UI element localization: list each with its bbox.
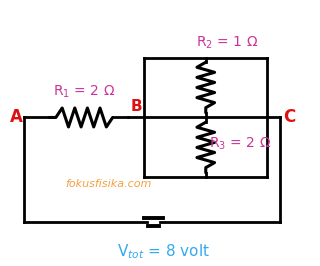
Text: R$_1$ = 2 Ω: R$_1$ = 2 Ω: [53, 84, 115, 100]
Text: A: A: [10, 109, 23, 126]
Text: fokusfisika.com: fokusfisika.com: [65, 179, 152, 189]
Text: R$_2$ = 1 Ω: R$_2$ = 1 Ω: [196, 34, 259, 51]
Text: R$_3$ = 2 Ω: R$_3$ = 2 Ω: [209, 136, 271, 152]
Text: C: C: [283, 109, 295, 126]
Text: V$_{tot}$ = 8 volt: V$_{tot}$ = 8 volt: [116, 242, 210, 261]
Text: B: B: [131, 99, 143, 114]
